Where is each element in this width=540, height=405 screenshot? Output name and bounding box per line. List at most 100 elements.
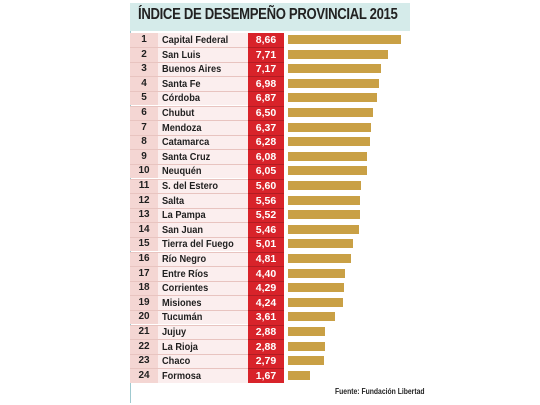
bar: [288, 137, 370, 147]
bar: [288, 93, 378, 103]
rank-label: 17: [138, 267, 150, 279]
bar: [288, 327, 326, 336]
name-cell-bg: [158, 208, 248, 223]
value-divider: [248, 178, 284, 180]
rank-label: 6: [141, 107, 147, 118]
table-row: 14 San Juan 5,46: [130, 223, 410, 237]
province-name: Chaco: [162, 355, 191, 368]
table-row: 10 Neuquén 6,05: [130, 164, 410, 178]
row-divider: [130, 309, 248, 311]
row-divider: [130, 236, 248, 238]
province-name: Mendoza: [162, 121, 202, 134]
row-divider: [130, 76, 248, 78]
rank-cell-bg: [130, 354, 158, 369]
value-divider: [248, 134, 284, 136]
bar: [288, 239, 354, 249]
rank-label: 15: [138, 238, 150, 250]
rank-label: 1: [141, 34, 147, 45]
rank-label: 4: [141, 77, 147, 89]
name-cell-bg: [158, 120, 248, 135]
rank-cell-bg: [130, 47, 158, 62]
table-row: 21 Jujuy 2,88: [130, 325, 410, 339]
value-label: 5,52: [255, 209, 277, 222]
bar: [288, 35, 401, 44]
rank-cell-bg: [130, 179, 158, 193]
bar: [288, 122, 371, 132]
value-label: 5,56: [255, 194, 277, 207]
value-label: 4,81: [255, 253, 277, 265]
value-divider: [248, 280, 284, 282]
value-label: 5,46: [255, 223, 277, 236]
value-divider: [248, 76, 284, 78]
row-divider: [130, 207, 248, 209]
table-row: 11 S. del Estero 5,60: [130, 179, 410, 193]
rank-label: 18: [138, 282, 150, 294]
name-cell-bg: [158, 76, 248, 91]
rank-cell-bg: [130, 295, 158, 310]
table-row: 18 Corrientes 4,29: [130, 281, 410, 295]
value-divider: [248, 309, 284, 311]
name-cell-bg: [158, 193, 248, 208]
bar: [288, 297, 344, 307]
rank-label: 2: [141, 48, 147, 60]
value-label: 2,79: [255, 355, 277, 368]
rank-label: 24: [138, 369, 150, 381]
table-row: 22 La Rioja 2,88: [130, 340, 410, 354]
table-row: 16 Río Negro 4,81: [130, 252, 410, 266]
name-cell-bg: [158, 222, 248, 237]
row-divider: [130, 47, 248, 49]
value-divider: [248, 61, 284, 63]
table-row: 4 Santa Fe 6,98: [130, 77, 410, 91]
row-divider: [130, 280, 248, 282]
rank-cell-bg: [130, 252, 158, 266]
row-divider: [130, 134, 248, 136]
table-row: 12 Salta 5,56: [130, 194, 410, 208]
name-cell-bg: [158, 106, 248, 120]
name-cell-bg: [158, 179, 248, 193]
value-divider: [248, 47, 284, 49]
province-name: Tierra del Fuego: [162, 238, 234, 251]
rank-label: 5: [141, 92, 147, 104]
value-label: 4,40: [255, 267, 277, 280]
province-name: S. del Estero: [162, 180, 218, 192]
value-label: 4,24: [255, 296, 277, 309]
row-divider: [130, 178, 248, 180]
value-divider: [248, 193, 284, 195]
value-divider: [248, 90, 284, 92]
rank-label: 12: [138, 194, 150, 206]
name-cell-bg: [158, 135, 248, 150]
province-name: Capital Federal: [162, 34, 229, 46]
province-name: Catamarca: [162, 136, 210, 149]
table-row: 17 Entre Ríos 4,40: [130, 267, 410, 281]
province-name: Santa Cruz: [162, 150, 211, 163]
value-divider: [248, 149, 284, 151]
rank-cell-bg: [130, 339, 158, 354]
source-note: Fuente: Fundación Libertad: [335, 387, 425, 396]
rank-cell-bg: [130, 325, 158, 339]
table-row: 15 Tierra del Fuego 5,01: [130, 237, 410, 251]
value-divider: [248, 353, 284, 355]
table-row: 19 Misiones 4,24: [130, 296, 410, 310]
name-cell-bg: [158, 295, 248, 310]
rank-cell-bg: [130, 91, 158, 106]
rank-cell-bg: [130, 237, 158, 252]
name-cell-bg: [158, 368, 248, 383]
table-row: 23 Chaco 2,79: [130, 354, 410, 368]
table-row: 6 Chubut 6,50: [130, 106, 410, 120]
province-name: Chubut: [162, 107, 195, 119]
value-label: 2,88: [255, 326, 277, 338]
table-row: 20 Tucumán 3,61: [130, 310, 410, 324]
name-cell-bg: [158, 47, 248, 62]
province-name: Corrientes: [162, 282, 209, 295]
bar: [288, 356, 325, 366]
title-band: [130, 3, 410, 31]
rank-label: 21: [138, 326, 150, 337]
bar: [288, 254, 351, 263]
value-label: 7,17: [255, 63, 277, 76]
value-divider: [248, 368, 284, 370]
province-name: Salta: [162, 194, 185, 207]
row-divider: [130, 339, 248, 341]
province-name: La Pampa: [162, 209, 206, 222]
table-row: 13 La Pampa 5,52: [130, 208, 410, 222]
bar: [288, 210, 360, 220]
